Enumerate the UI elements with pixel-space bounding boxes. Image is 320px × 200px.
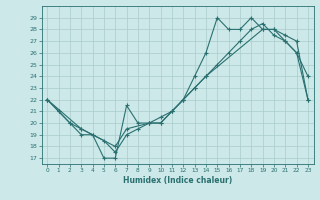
X-axis label: Humidex (Indice chaleur): Humidex (Indice chaleur)	[123, 176, 232, 185]
